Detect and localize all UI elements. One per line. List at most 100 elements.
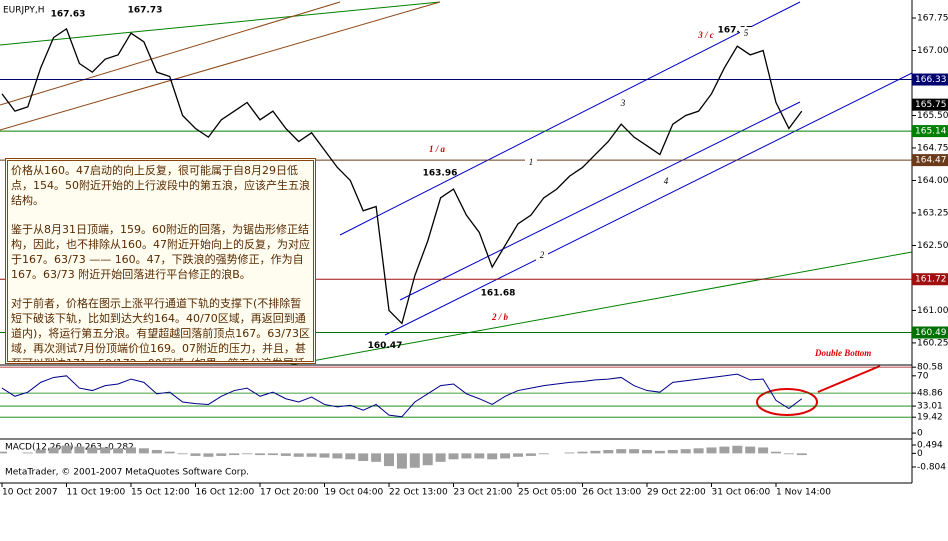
chart-title: EURJPY,H [3,6,45,16]
histogram-bar [590,450,601,454]
histogram-bar [280,453,291,456]
histogram-bar [126,447,136,454]
histogram-bar [48,447,59,454]
wave-label: 2 / b [491,312,509,322]
x-tick-label: 19 Oct 04:00 [325,488,384,498]
trend-line [0,1,441,131]
x-tick-label: 15 Oct 12:00 [131,488,190,498]
histogram-bar [216,453,227,456]
y-tick-label: 162.50 [917,241,948,251]
level-badge [912,98,948,111]
level-label: 165.75 [915,100,947,110]
histogram-bar [74,446,85,454]
x-tick-label: 25 Oct 05:00 [518,488,577,498]
histogram-bar [409,453,420,468]
histogram-bar [61,445,72,454]
y-tick-label: 160.25 [917,338,948,348]
x-tick-label: 23 Oct 21:00 [454,488,513,498]
histogram-bar [35,449,46,454]
histogram-bar [177,453,188,455]
histogram-bar [758,447,769,454]
histogram-bar [22,452,33,454]
wave-label: 4 [664,176,669,186]
highlight-ellipse [756,388,818,416]
histogram-bar [642,449,652,454]
level-label: 165.14 [915,127,947,137]
histogram-bar [422,453,433,466]
histogram-bar [680,449,691,454]
histogram-bar [293,453,304,457]
level-badge [912,154,948,167]
histogram-bar [771,451,781,454]
histogram-bar [267,453,278,456]
histogram-bar [345,453,356,460]
annotation: Double Bottom [814,348,871,358]
y-tick-label: 167.75 [917,14,948,24]
y-tick-label: 0 [917,449,923,459]
histogram-bar [138,448,149,454]
price-line [1,27,803,325]
wave-label: 5 [744,28,749,38]
x-tick-label: 16 Oct 12:00 [196,488,255,498]
wave-box [525,156,537,170]
histogram-bar [190,453,201,456]
price-label: 160.47 [368,341,403,351]
histogram-bar [319,453,330,458]
level-label: 160.49 [915,328,947,338]
price-label: 167.27 [718,25,753,35]
wave-label: 3 / c [697,30,714,40]
level-badge [912,273,948,286]
y-tick-label: 19.42 [917,413,943,423]
histogram-bar [371,453,382,462]
histogram-bar [229,453,240,456]
histogram-bar [693,448,704,454]
x-tick-label: 26 Oct 13:00 [583,488,642,498]
y-tick-label: 33.01 [917,402,943,412]
histogram-bar [113,448,124,454]
histogram-bar [0,451,7,454]
level-badge [912,73,948,86]
histogram-bar [203,453,214,457]
y-tick-label: 0.494 [917,441,943,451]
y-tick-label: 70 [917,371,929,381]
note-paragraph: 对于前者，价格在图示上涨平行通道下轨的支撑下(不排除暂短下破该下轨，比如到达大约… [11,297,310,364]
histogram-bar [577,451,588,454]
y-tick-label: 167.00 [917,46,948,56]
price-label: 163.96 [423,169,458,179]
histogram-bar [164,451,175,454]
y-tick-label: 161.00 [917,306,948,316]
wave-label: 2 [540,250,545,260]
wave-label: 1 / a [429,144,446,154]
histogram-bar [151,449,162,454]
histogram-bar [783,453,794,455]
x-tick-label: 17 Oct 20:00 [260,488,319,498]
trend-line [289,251,913,366]
histogram-bar [538,453,549,455]
level-label: 164.47 [915,156,947,166]
y-tick-label: 80.58 [917,363,943,373]
y-tick-label: -0.804 [917,462,946,472]
x-tick-label: 10 Oct 2007 [2,488,58,498]
histogram-bar [654,450,665,454]
y-tick-label: 0 [917,429,923,439]
histogram-bar [796,453,807,456]
histogram-bar [667,449,678,454]
histogram-bar [603,449,614,454]
histogram-bar [435,453,446,462]
channel-line [339,1,801,236]
histogram-bar [629,449,640,454]
x-tick-label: 11 Oct 19:00 [67,488,126,498]
histogram-bar [87,447,98,454]
note-paragraph: 价格从160。47启动的向上反复，很可能属于自8月29日低点，154。50附近开… [11,164,310,207]
histogram-bar [396,453,407,469]
histogram-bar [255,453,265,456]
note-box: 价格从160。47启动的向上反复，很可能属于自8月29日低点，154。50附近开… [5,158,316,364]
histogram-bar [332,453,343,459]
y-tick-label: 163.25 [917,208,948,218]
histogram-bar [100,447,111,454]
histogram-bar [500,453,511,459]
histogram-bar [306,453,317,457]
histogram-bar [745,446,756,454]
wave-label: 1 [529,157,534,167]
